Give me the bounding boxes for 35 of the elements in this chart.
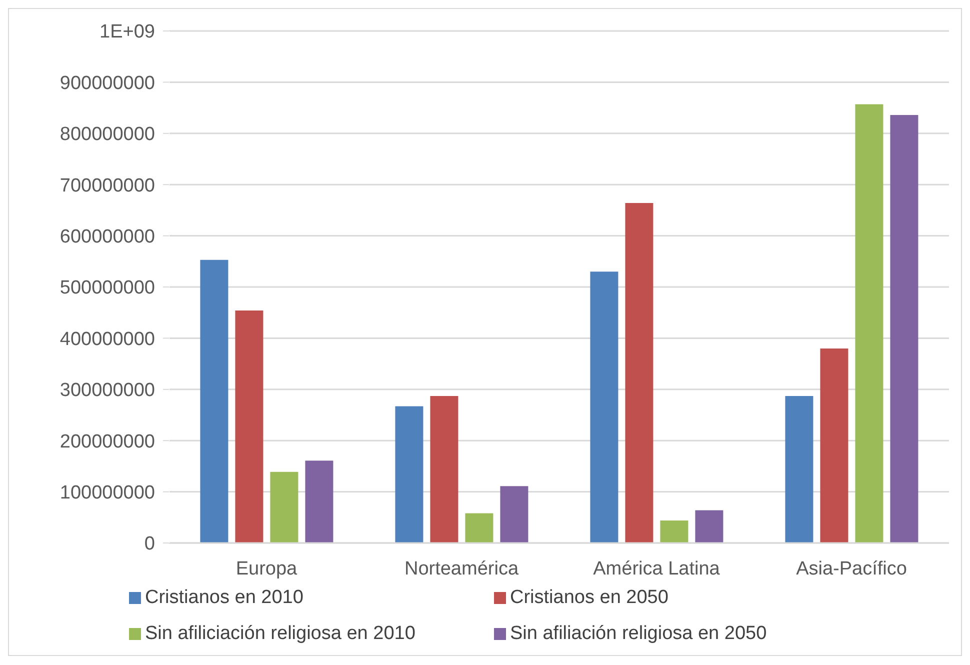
bar [395,406,424,543]
y-tick-label: 600000000 [60,226,155,248]
bar [590,272,618,543]
y-tick-label: 300000000 [60,380,155,402]
bar [430,396,458,543]
y-tick-label: 400000000 [60,328,155,350]
y-tick-label: 200000000 [60,431,155,452]
y-tick-label: 800000000 [60,124,155,146]
y-tick-label: 100000000 [60,482,155,504]
bar [625,203,654,543]
bar [785,396,814,543]
bar [235,310,264,543]
bar [200,260,228,543]
legend-label: Sin afiliación religiosa en 2050 [510,623,767,645]
legend-label: Cristianos en 2010 [145,587,304,609]
bar [660,520,688,543]
bar [270,472,298,543]
bar [890,114,918,543]
bar [695,510,724,543]
x-tick-label: Europa [236,558,298,580]
bar [305,460,334,543]
y-tick-label: 500000000 [60,278,155,299]
x-tick-label: Norteamérica [404,558,519,580]
y-tick-label: 700000000 [60,175,155,196]
x-tick-label: Asia-Pacífico [796,558,907,580]
legend-label: Sin afiliciación religiosa en 2010 [145,623,416,645]
y-tick-label: 0 [144,534,155,555]
y-tick-label: 900000000 [60,72,155,94]
bar [855,104,884,543]
x-tick-label: América Latina [593,558,720,580]
y-tick-label: 1E+09 [100,22,155,43]
bar [465,513,494,543]
bar [500,486,528,543]
bar [820,348,848,543]
legend-label: Cristianos en 2050 [510,587,668,609]
